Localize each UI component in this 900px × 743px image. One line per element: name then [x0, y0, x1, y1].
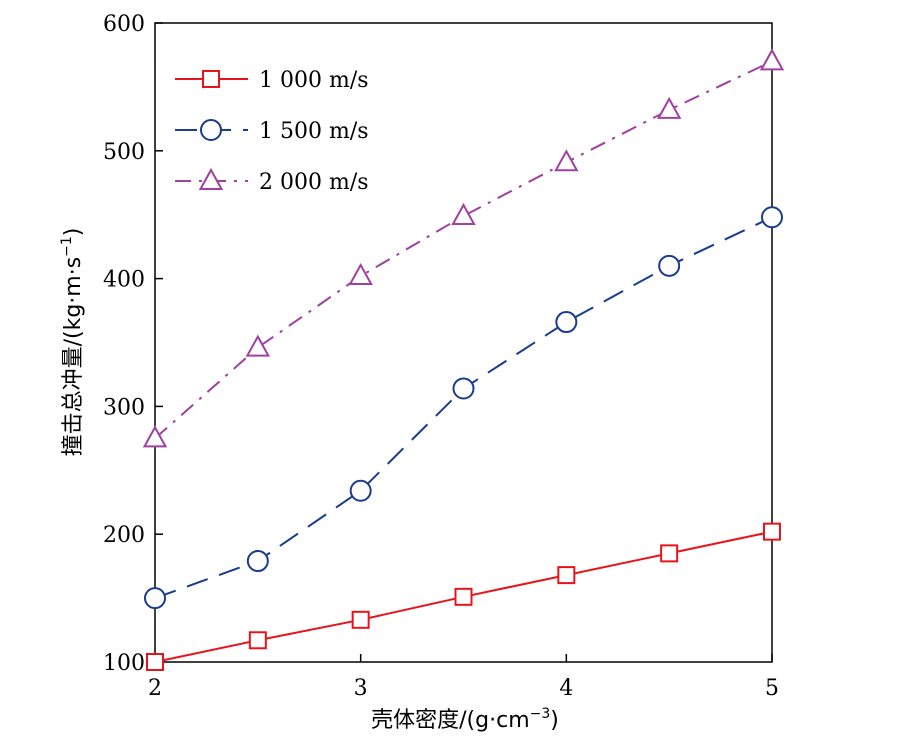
data-point — [451, 202, 476, 225]
series-1 — [146, 522, 781, 671]
y-axis-label: 撞击总冲量/(kg·m·s−1) — [59, 228, 86, 457]
legend-marker — [202, 70, 220, 88]
data-point — [660, 544, 679, 563]
axes-layer: 2 3 4 5 100 200 300 400 500 600 — [103, 12, 779, 701]
data-point — [763, 522, 781, 541]
data-point — [658, 254, 681, 277]
data-point — [454, 587, 473, 606]
x-axis-label: 壳体密度/(g·cm−3) — [371, 706, 559, 733]
legend: 1 000 m/s 1 500 m/s 2 000 m/s — [175, 68, 369, 195]
data-point — [245, 334, 271, 357]
legend-entry-3: 2 000 m/s — [175, 167, 369, 195]
data-point — [351, 610, 370, 629]
data-point — [248, 631, 267, 650]
y-tick-label: 300 — [103, 395, 145, 420]
y-tick-label: 600 — [103, 12, 145, 37]
data-point — [246, 550, 269, 573]
data-point — [452, 377, 475, 400]
data-point — [144, 587, 166, 610]
series-2 — [144, 206, 783, 610]
legend-marker — [198, 167, 224, 190]
data-point — [348, 262, 373, 286]
data-point — [557, 566, 576, 585]
data-point — [349, 479, 372, 502]
plot-frame — [154, 22, 773, 663]
x-tick-label: 3 — [354, 676, 368, 701]
legend-label: 1 500 m/s — [259, 119, 369, 144]
x-tick-label: 5 — [765, 676, 779, 701]
series-line — [154, 216, 773, 600]
data-point — [554, 149, 579, 172]
series-layer — [142, 48, 785, 671]
legend-marker — [200, 119, 222, 141]
data-point — [761, 206, 783, 229]
legend-entry-2: 1 500 m/s — [175, 119, 369, 144]
data-point — [656, 96, 682, 119]
legend-label: 1 000 m/s — [259, 68, 369, 93]
data-point — [759, 48, 785, 71]
y-tick-label: 200 — [103, 523, 145, 548]
legend-entry-1: 1 000 m/s — [175, 68, 369, 93]
series-3 — [142, 48, 785, 448]
x-tick-label: 4 — [559, 676, 573, 701]
y-tick-label: 100 — [103, 651, 145, 676]
data-point — [142, 425, 168, 448]
y-tick-label: 500 — [103, 140, 145, 165]
legend-label: 2 000 m/s — [259, 170, 369, 195]
y-tick-label: 400 — [103, 268, 145, 293]
data-point — [146, 653, 164, 671]
x-tick-label: 2 — [148, 676, 162, 701]
data-point — [555, 311, 578, 334]
